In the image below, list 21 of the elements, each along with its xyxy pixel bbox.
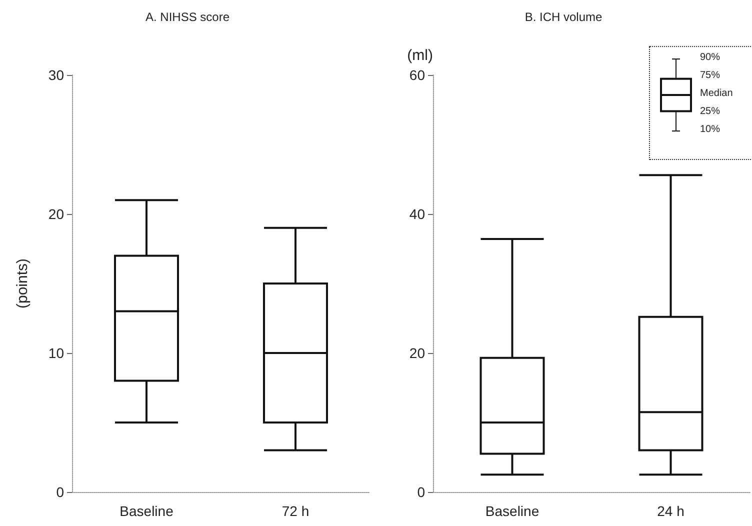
annotation: 75% bbox=[700, 70, 720, 81]
chart-title: A. NIHSS score bbox=[145, 10, 230, 24]
annotation: Median bbox=[700, 88, 733, 99]
x-tick-label: Baseline bbox=[485, 503, 540, 519]
y-tick-label: 0 bbox=[56, 484, 64, 500]
annotation: 10% bbox=[700, 124, 720, 135]
y-tick-label: 30 bbox=[48, 67, 64, 83]
y-tick-label: 20 bbox=[409, 345, 426, 361]
x-tick-label: 24 h bbox=[657, 503, 684, 519]
x-tick-label: 72 h bbox=[282, 503, 310, 519]
text: 90% bbox=[700, 52, 720, 63]
x-tick-label: Baseline bbox=[120, 503, 174, 519]
y-tick-label: 40 bbox=[409, 206, 426, 222]
annotation: 25% bbox=[700, 106, 720, 117]
chart-title: B. ICH volume bbox=[524, 10, 602, 24]
y-tick-label: 0 bbox=[417, 484, 426, 500]
y-tick-label: 60 bbox=[409, 67, 426, 83]
y-tick-label: 20 bbox=[48, 206, 64, 222]
y-axis-title: (ml) bbox=[407, 47, 433, 64]
y-axis-title: (points) bbox=[14, 258, 31, 309]
y-tick-label: 10 bbox=[48, 345, 64, 361]
